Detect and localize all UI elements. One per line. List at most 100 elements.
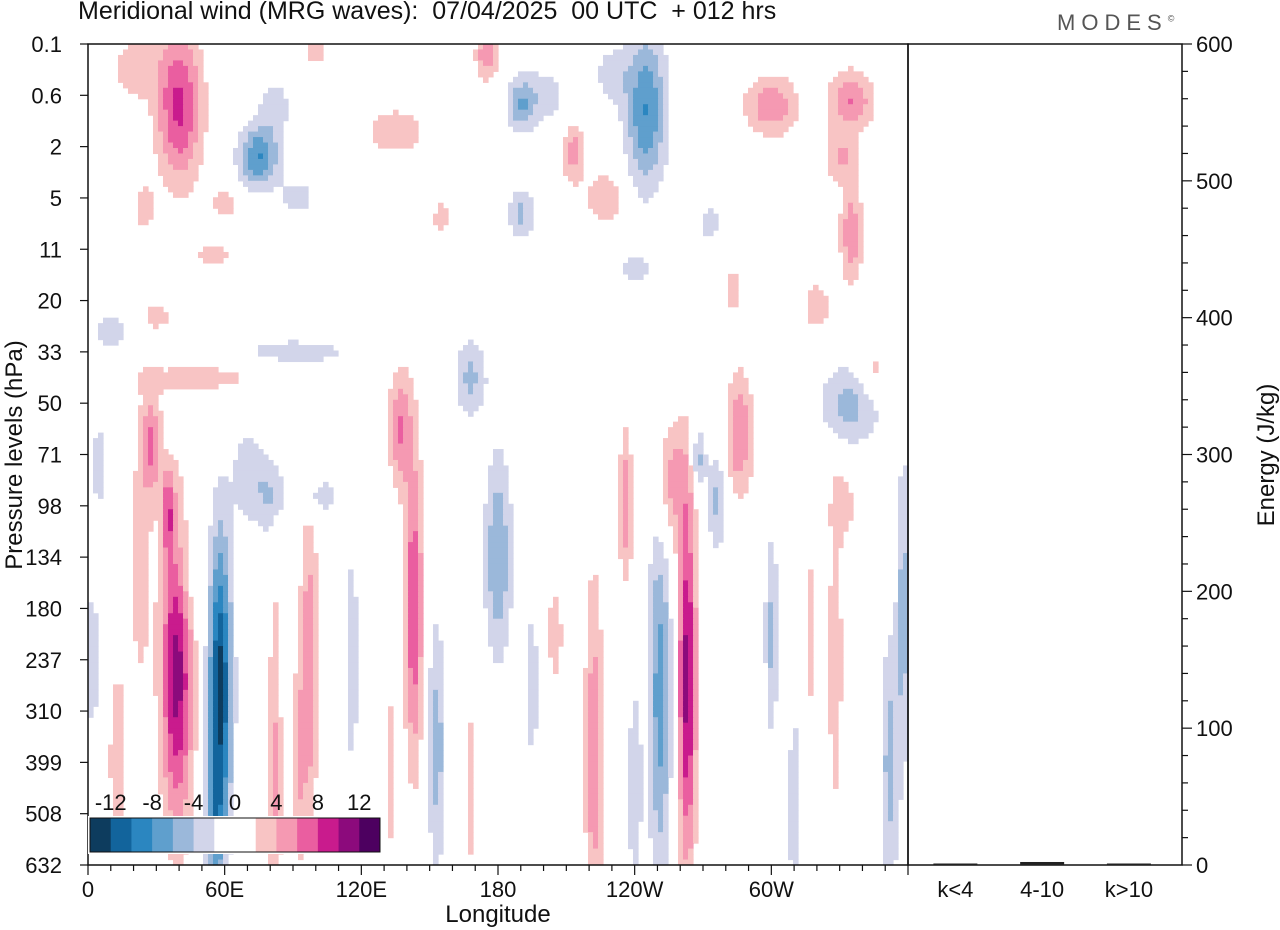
heatmap-cell [208, 635, 214, 642]
heatmap-cell [898, 618, 909, 625]
heatmap-cell [163, 492, 174, 499]
heatmap-cell [648, 684, 654, 691]
heatmap-cell [253, 115, 289, 122]
heatmap-cell [833, 750, 839, 757]
heatmap-cell [648, 613, 654, 620]
heatmap-cell [138, 454, 144, 461]
heatmap-cell [688, 755, 694, 762]
heatmap-cell [88, 678, 99, 685]
heatmap-cell [763, 629, 769, 636]
heatmap-cell [168, 788, 189, 795]
heatmap-cell [623, 563, 629, 571]
heatmap-cell [163, 525, 169, 532]
heatmap-cell [158, 164, 174, 171]
heatmap-cell [898, 569, 909, 576]
heatmap-cell [213, 657, 219, 664]
heatmap-cell [228, 662, 234, 669]
heatmap-cell [133, 635, 149, 642]
heatmap-cell [218, 531, 224, 538]
heatmap-cell [503, 498, 509, 505]
heatmap-cell [188, 646, 194, 653]
heatmap-cell [683, 766, 689, 773]
heatmap-cell [623, 525, 629, 532]
heatmap-cell [163, 536, 174, 543]
heatmap-cell [468, 728, 474, 735]
heatmap-cell [848, 98, 854, 105]
heatmap-cell [143, 454, 149, 461]
heatmap-cell [688, 481, 694, 488]
heatmap-cell [828, 131, 859, 138]
heatmap-cell [208, 607, 214, 614]
heatmap-cell [168, 678, 174, 685]
heatmap-cell [388, 782, 394, 789]
heatmap-cell [653, 782, 669, 789]
heatmap-cell [438, 777, 444, 784]
heatmap-cell [668, 750, 674, 757]
heatmap-cell [708, 525, 724, 532]
heatmap-cell [583, 804, 589, 811]
heatmap-cell [173, 700, 179, 707]
heatmap-cell [828, 629, 844, 636]
heatmap-cell [218, 667, 224, 675]
heatmap-cell [213, 667, 219, 675]
heatmap-cell [703, 459, 709, 467]
heatmap-cell [348, 706, 359, 713]
heatmap-cell [88, 667, 99, 675]
heatmap-cell [603, 54, 634, 62]
heatmap-cell [693, 744, 699, 751]
heatmap-cell [403, 563, 409, 571]
heatmap-cell [663, 826, 669, 833]
heatmap-cell [428, 700, 434, 707]
heatmap-cell [668, 695, 674, 702]
heatmap-cell [598, 837, 604, 844]
heatmap-cell [433, 219, 449, 226]
heatmap-cell [133, 574, 149, 581]
heatmap-cell [173, 558, 184, 565]
heatmap-cell [528, 700, 539, 707]
heatmap-cell [203, 782, 209, 789]
heatmap-cell [133, 585, 149, 592]
heatmap-cell [108, 750, 124, 757]
heatmap-cell [88, 613, 99, 620]
heatmap-cell [893, 744, 909, 751]
heatmap-cell [678, 810, 684, 817]
heatmap-cell [173, 525, 179, 532]
heatmap-cell [278, 755, 284, 762]
heatmap-cell [408, 536, 414, 543]
heatmap-cell [693, 514, 699, 521]
heatmap-cell [898, 531, 909, 538]
heatmap-cell [303, 553, 319, 560]
heatmap-cell [413, 427, 419, 434]
heatmap-cell [858, 224, 864, 231]
x-tick-label: 60W [749, 877, 794, 902]
heatmap-cell [683, 854, 689, 861]
heatmap-cell [893, 624, 899, 631]
heatmap-cell [728, 432, 734, 439]
heatmap-cell [153, 684, 164, 691]
heatmap-cell [138, 388, 164, 395]
heatmap-cell [673, 449, 684, 456]
heatmap-cell [388, 788, 394, 795]
heatmap-cell [313, 750, 319, 757]
heatmap-cell [658, 717, 664, 724]
heatmap-cell [883, 799, 889, 806]
heatmap-cell [218, 629, 224, 636]
heatmap-cell [768, 662, 774, 669]
heatmap-cell [223, 695, 229, 702]
heatmap-cell [788, 832, 799, 839]
heatmap-cell [838, 104, 864, 111]
heatmap-cell [528, 98, 539, 105]
heatmap-cell [668, 624, 674, 631]
heatmap-cell [348, 651, 359, 658]
heatmap-cell [618, 536, 624, 543]
heatmap-cell [403, 678, 409, 685]
heatmap-cell [243, 142, 254, 149]
heatmap-cell [588, 585, 599, 592]
heatmap-cell [683, 607, 694, 614]
heatmap-cell [413, 667, 419, 675]
heatmap-cell [763, 646, 769, 653]
heatmap-cell [493, 449, 504, 456]
heatmap-cell [138, 213, 154, 220]
heatmap-cell [313, 711, 319, 718]
heatmap-cell [598, 821, 604, 828]
